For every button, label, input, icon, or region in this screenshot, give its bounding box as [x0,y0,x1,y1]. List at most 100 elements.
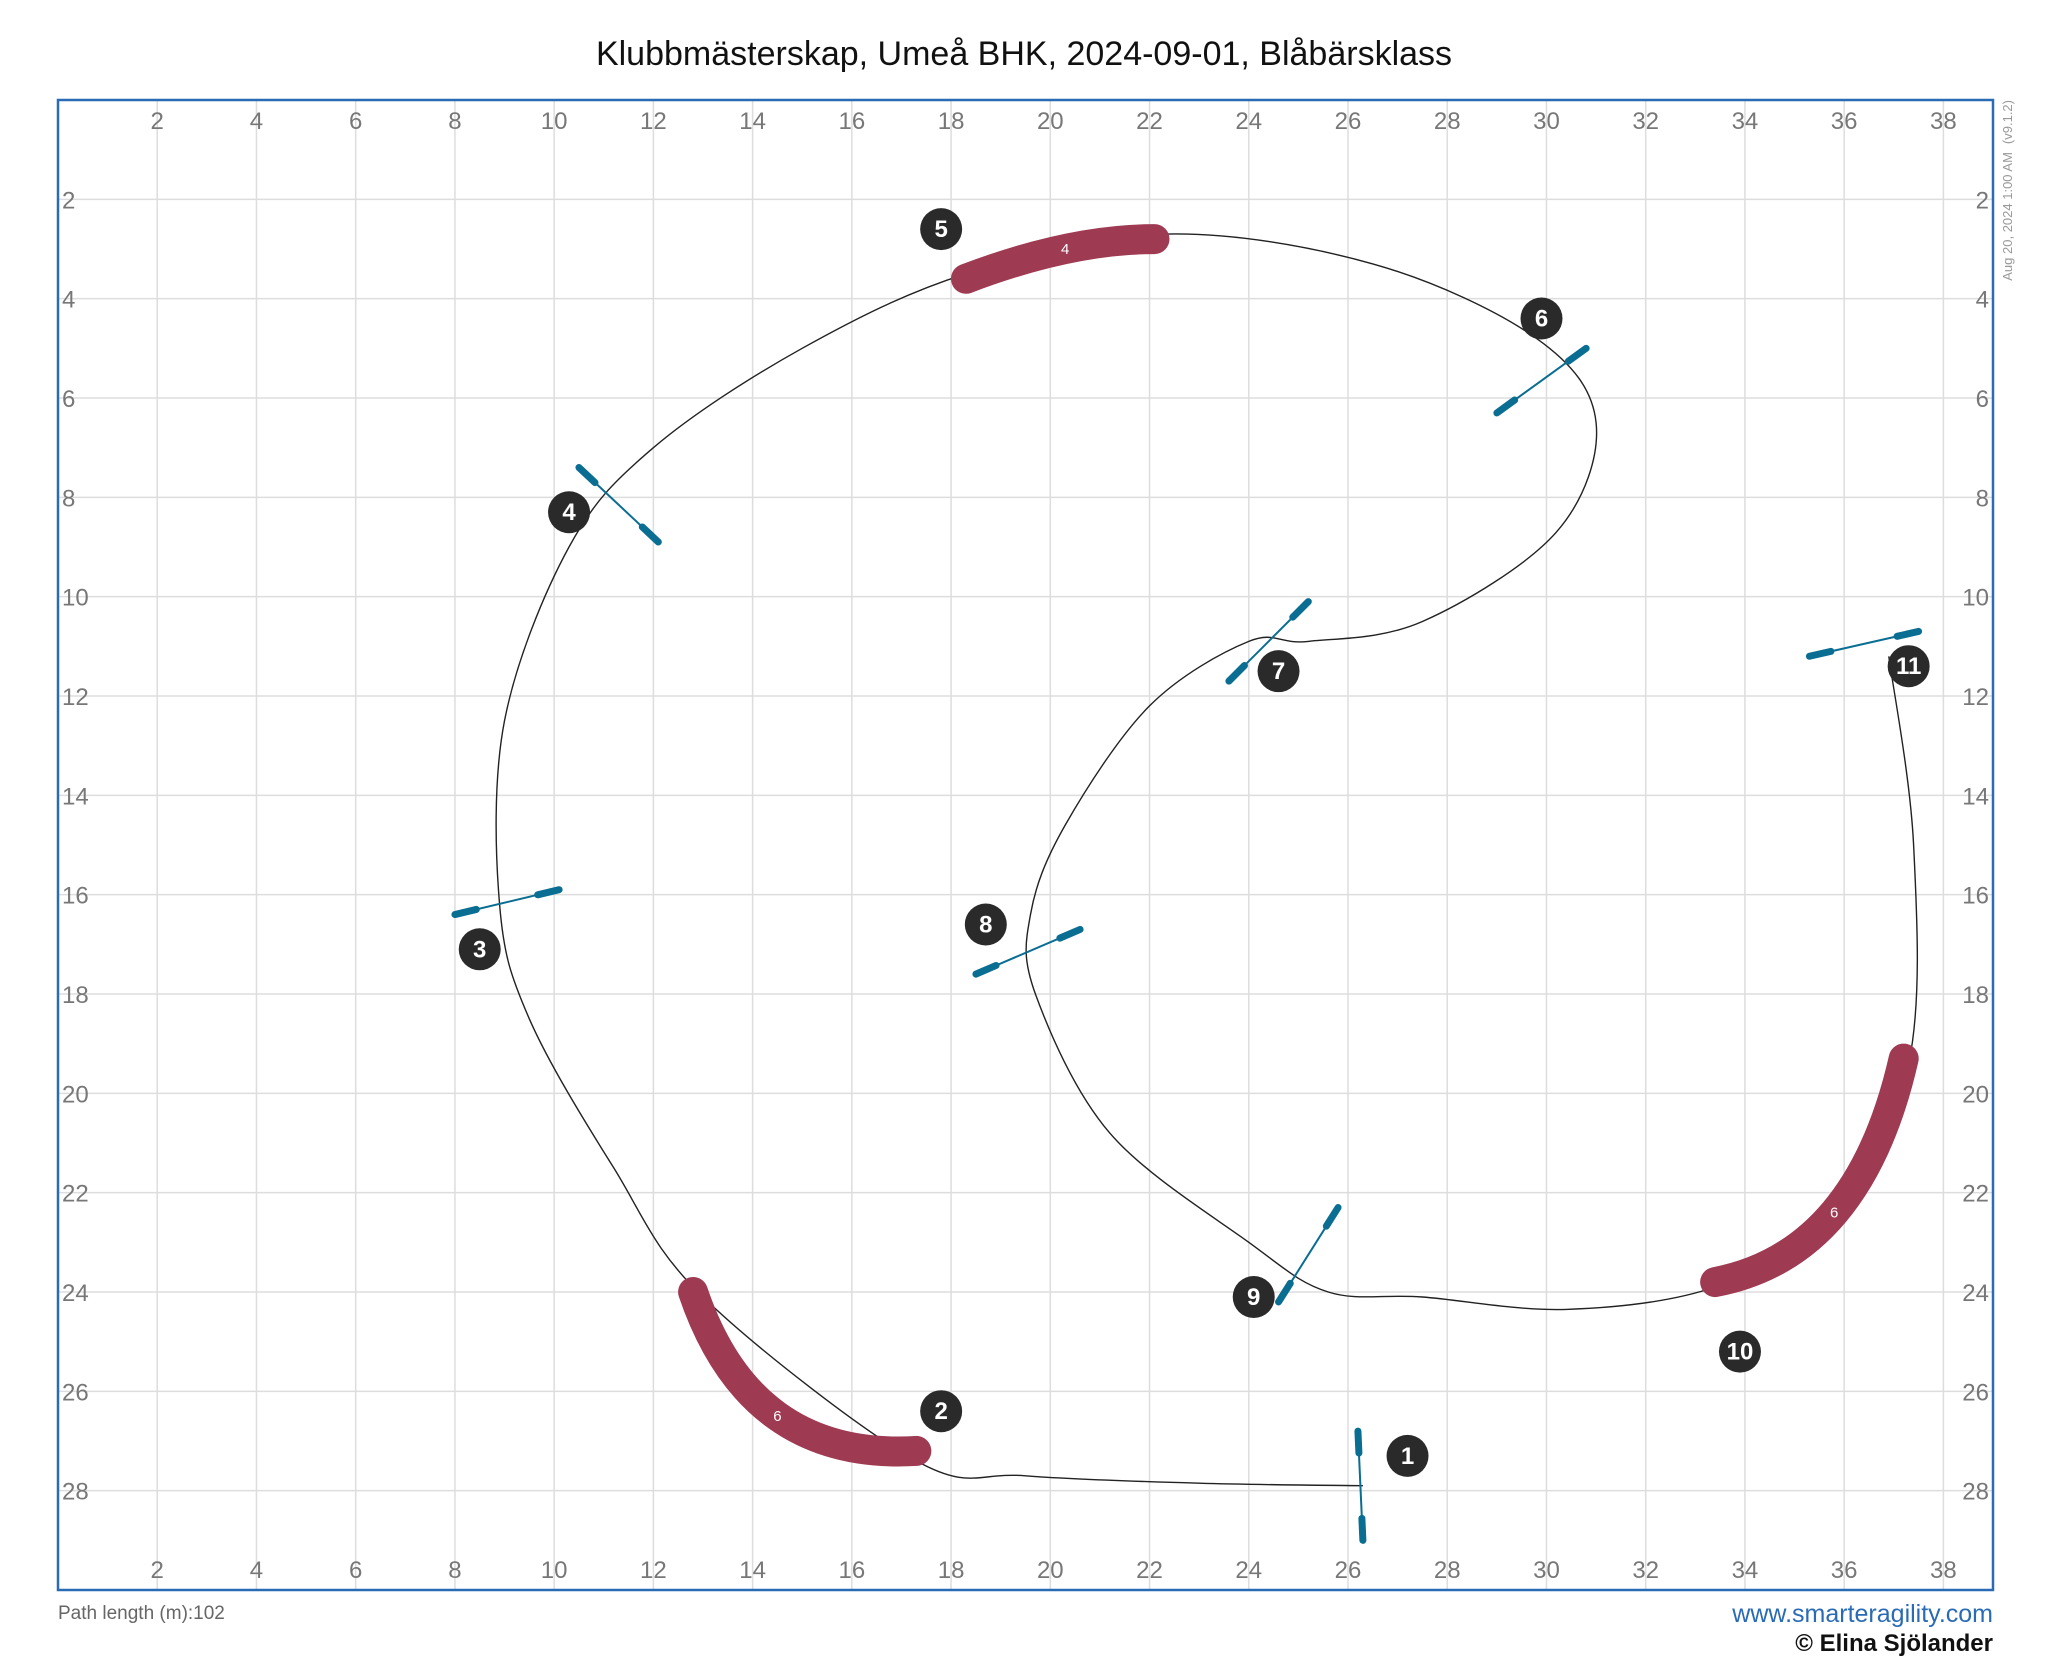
y-tick-label-left: 14 [62,783,89,810]
x-tick-label-bottom: 16 [838,1557,865,1584]
course-title: Klubbmästerskap, Umeå BHK, 2024-09-01, B… [596,35,1452,73]
copyright-text: © Elina Sjölander [1795,1630,1993,1657]
jump-wing [1893,627,1923,640]
number-badge [458,928,501,971]
jump-wing [1805,647,1835,660]
jump-wing [638,523,662,546]
obstacles: 6 4 6 [451,224,1923,1544]
x-tick-label-bottom: 14 [739,1557,766,1584]
number-label: 3 [473,936,486,963]
number-label: 5 [934,216,947,243]
tunnel-body [1700,1043,1919,1298]
jump-obstacle [1275,1204,1342,1306]
number-label: 10 [1727,1339,1754,1366]
tunnel-obstacle: 6 [1700,1043,1919,1298]
x-tick-label-top: 8 [448,108,461,135]
y-tick-label-left: 12 [62,684,89,711]
x-tick-label-top: 16 [838,108,865,135]
jump-wing [1354,1427,1363,1457]
y-tick-label-left: 6 [62,386,75,413]
y-tick-label-right: 2 [1976,187,1989,214]
x-tick-label-top: 26 [1335,108,1362,135]
x-tick-label-top: 10 [541,108,568,135]
x-tick-label-top: 2 [151,108,164,135]
jump-obstacle [575,464,662,546]
obstacle-number: 1 [1386,1434,1429,1477]
jump-wing [1322,1204,1342,1230]
x-tick-label-top: 18 [938,108,965,135]
x-tick-label-top: 22 [1136,108,1163,135]
jump-wing [575,464,599,487]
timestamp-stamp: Aug 20, 2024 1:00 AM (v9.1.2) [2000,100,2015,281]
tunnel-body [678,1277,932,1467]
x-tick-label-bottom: 4 [250,1557,263,1584]
y-tick-label-left: 2 [62,187,75,214]
website-link[interactable]: www.smarteragility.com [1732,1600,1993,1628]
y-tick-label-right: 26 [1962,1379,1989,1406]
jump-wing [534,886,563,899]
obstacle-number: 8 [964,903,1007,946]
y-tick-label-right: 24 [1962,1280,1989,1307]
x-tick-label-top: 38 [1930,108,1957,135]
tunnel-length-label: 6 [1830,1205,1838,1222]
jump-wing [1358,1514,1367,1544]
number-badge [1718,1330,1761,1373]
y-tick-label-left: 24 [62,1280,89,1307]
obstacle-number: 6 [1520,297,1563,340]
tunnel-length-label: 4 [1061,241,1069,258]
timestamp-text: Aug 20, 2024 1:00 AM [2000,152,2015,281]
x-tick-label-bottom: 2 [151,1557,164,1584]
obstacle-number: 10 [1718,1330,1761,1373]
number-badge [1520,297,1563,340]
x-tick-label-top: 14 [739,108,766,135]
tunnel-obstacle: 6 [678,1277,932,1467]
x-tick-label-top: 34 [1732,108,1759,135]
y-tick-label-left: 4 [62,287,75,314]
x-tick-label-bottom: 30 [1533,1557,1560,1584]
x-tick-label-bottom: 26 [1335,1557,1362,1584]
number-label: 7 [1272,658,1285,685]
jump-wing [972,961,1000,978]
number-label: 2 [934,1398,947,1425]
x-tick-label-bottom: 38 [1930,1557,1957,1584]
tunnel-body [950,224,1170,294]
jump-wing [1056,925,1084,942]
y-tick-label-left: 10 [62,585,89,612]
x-tick-label-bottom: 36 [1831,1557,1858,1584]
jump-wing [451,905,480,919]
number-badge [920,208,963,251]
x-tick-label-bottom: 32 [1632,1557,1659,1584]
y-tick-label-right: 6 [1976,386,1989,413]
x-tick-label-bottom: 34 [1732,1557,1759,1584]
obstacle-number: 3 [458,928,501,971]
obstacle-number: 7 [1257,650,1300,693]
y-tick-label-right: 10 [1962,585,1989,612]
x-tick-label-bottom: 6 [349,1557,362,1584]
x-tick-label-bottom: 20 [1037,1557,1064,1584]
number-label: 4 [562,499,576,526]
y-tick-label-left: 8 [62,485,75,512]
y-tick-label-left: 22 [62,1181,89,1208]
number-badge [920,1390,963,1433]
tunnel-obstacle: 4 [950,224,1170,294]
obstacle-number: 9 [1232,1275,1275,1318]
grid [58,100,1993,1590]
jump-obstacle [1225,598,1312,685]
x-tick-label-top: 20 [1037,108,1064,135]
number-badge [1232,1275,1275,1318]
jump-wing [1225,662,1248,685]
y-tick-label-right: 12 [1962,684,1989,711]
jump-obstacle [451,886,563,919]
version-text: (v9.1.2) [2000,100,2015,144]
jump-obstacle [1805,627,1923,660]
x-tick-label-top: 28 [1434,108,1461,135]
y-tick-label-right: 4 [1976,287,1989,314]
obstacle-number: 11 [1887,645,1930,688]
jump-obstacle [972,925,1084,978]
x-tick-label-bottom: 8 [448,1557,461,1584]
x-tick-label-bottom: 24 [1235,1557,1262,1584]
x-tick-label-bottom: 10 [541,1557,568,1584]
handler-path [495,233,1919,1487]
x-tick-label-bottom: 28 [1434,1557,1461,1584]
